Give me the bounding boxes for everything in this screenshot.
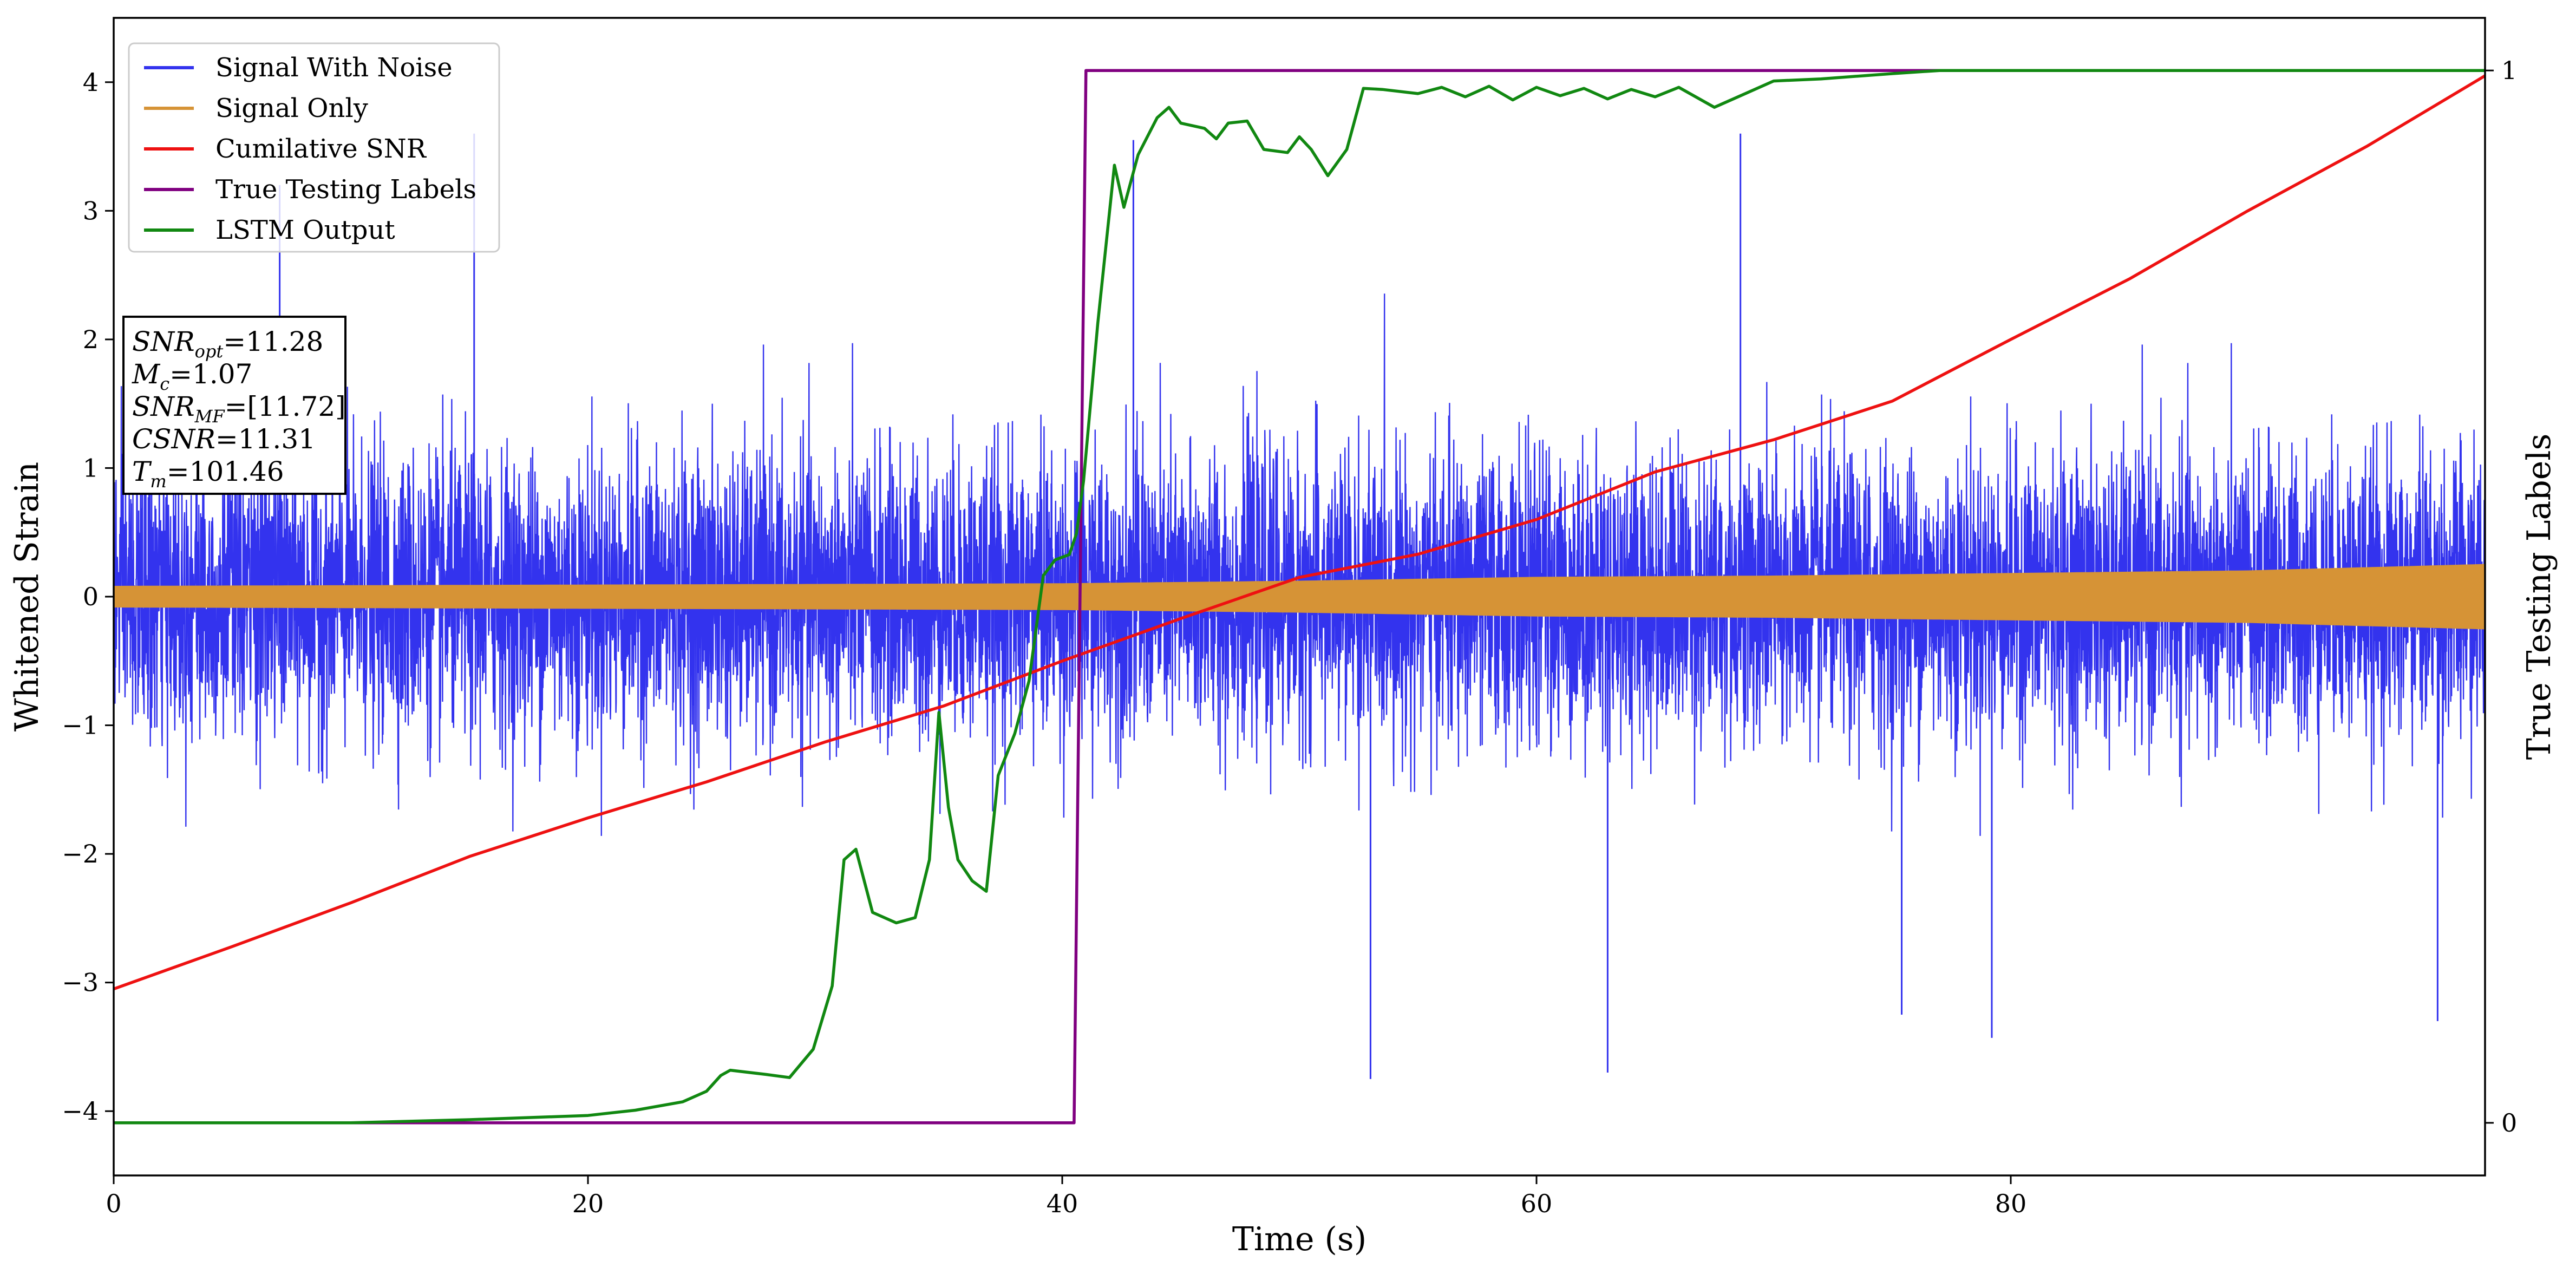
series-line-cumilative-snr (114, 74, 2485, 991)
y-tick-label: 0 (83, 582, 99, 611)
line-series-layer (114, 69, 2485, 1125)
annotation-line: SNRMF=[11.72] (132, 391, 346, 427)
y-tick-label: 4 (83, 68, 99, 97)
legend-label-signal-only: Signal Only (215, 93, 368, 123)
series-band-signal-only (114, 564, 2485, 630)
x-tick-label: 80 (1995, 1189, 2027, 1218)
series-line-true-testing-labels (114, 69, 2485, 1125)
signal-only-series (114, 564, 2485, 630)
parameter-annotation-box: SNRopt=11.28Mc=1.07SNRMF=[11.72]CSNR=11.… (122, 316, 346, 495)
y-tick-label: −1 (62, 711, 99, 740)
legend-label-cumilative-snr: Cumilative SNR (215, 134, 427, 164)
annotation-line: Mc=1.07 (132, 358, 252, 394)
x-tick-label: 40 (1047, 1189, 1078, 1218)
series-line-signal-with-noise (114, 293, 2485, 836)
y2-tick-label: 1 (2501, 56, 2517, 85)
y-tick-label: 2 (83, 325, 99, 354)
legend-label-true-testing-labels: True Testing Labels (215, 174, 476, 205)
series-line-lstm-output (114, 69, 2485, 1125)
y-tick-label: −4 (62, 1096, 99, 1126)
y-tick-label: −3 (62, 968, 99, 997)
y-tick-label: 3 (83, 196, 99, 225)
legend-box (128, 42, 500, 253)
annotation-line: SNRopt=11.28 (132, 326, 323, 362)
x-axis: 0 20 40 60 80 (106, 1175, 2026, 1218)
legend-label-signal-with-noise: Signal With Noise (215, 53, 453, 83)
x-tick-label: 60 (1521, 1189, 1553, 1218)
annotation-line: Tm=101.46 (132, 456, 284, 492)
y-axis-right: 01 (2485, 56, 2517, 1138)
y-axis-title: Whitened Strain (8, 462, 46, 731)
x-tick-label: 0 (106, 1189, 121, 1218)
y2-axis-title: True Testing Labels (2520, 434, 2558, 760)
y2-tick-label: 0 (2501, 1108, 2517, 1138)
x-tick-label: 20 (572, 1189, 604, 1218)
y-axis-left: −4 −3 −2 −1 0 1 2 3 4 (62, 68, 114, 1126)
y-tick-label: −2 (62, 839, 99, 868)
legend-label-lstm-output: LSTM Output (215, 215, 395, 245)
x-axis-title: Time (s) (1232, 1220, 1367, 1258)
annotation-line: CSNR=11.31 (132, 423, 316, 455)
annotation-frame (122, 316, 346, 495)
y-tick-label: 1 (83, 453, 99, 482)
legend: Signal With Noise Signal Only Cumilative S… (128, 42, 500, 253)
